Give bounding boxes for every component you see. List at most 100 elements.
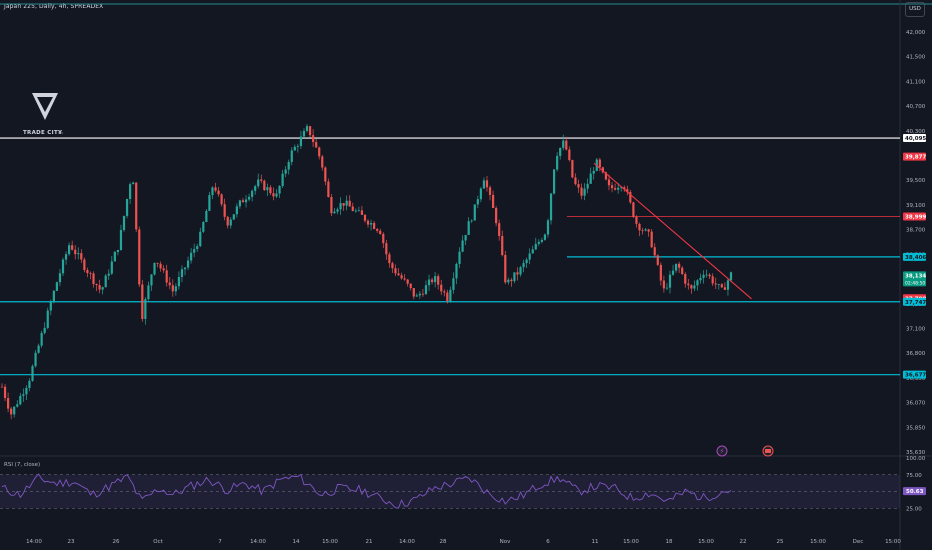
candle-body xyxy=(696,280,699,286)
candle-body xyxy=(562,140,565,148)
lightning-event-icon[interactable] xyxy=(716,445,728,457)
x-tick-label: 26 xyxy=(113,539,120,545)
candle-body xyxy=(546,220,550,235)
candle-body xyxy=(644,229,647,231)
candle-body xyxy=(336,209,339,212)
candle-body xyxy=(424,285,428,295)
candle-body xyxy=(723,287,726,290)
candle-body xyxy=(638,223,641,231)
candle-body xyxy=(226,216,229,226)
candle-body xyxy=(186,260,190,268)
candle-body xyxy=(275,193,278,197)
candle-body xyxy=(177,277,181,287)
candle-body xyxy=(299,136,303,147)
candle-body xyxy=(180,269,184,278)
x-tick-label: 7 xyxy=(218,539,222,545)
candle-body xyxy=(726,280,730,290)
candles-layer xyxy=(0,124,733,420)
candle-body xyxy=(421,293,425,295)
candle-body xyxy=(549,193,553,221)
currency-button[interactable]: USD xyxy=(905,2,925,17)
candle-body xyxy=(19,395,22,405)
price-tag-label: 40,095 xyxy=(905,136,926,142)
candle-body xyxy=(714,283,717,285)
candle-body xyxy=(339,203,342,210)
x-tick-label: 23 xyxy=(68,539,75,545)
candle-body xyxy=(205,210,208,223)
candle-body xyxy=(495,208,498,224)
candle-body xyxy=(455,263,458,279)
candle-body xyxy=(333,211,336,214)
downtrend-line xyxy=(593,162,752,300)
candle-body xyxy=(498,223,501,236)
x-tick-label: 21 xyxy=(366,539,373,545)
candle-body xyxy=(388,254,391,264)
candle-body xyxy=(287,162,290,170)
y-tick-label: 42,000 xyxy=(906,30,926,36)
candle-body xyxy=(135,182,138,230)
candle-body xyxy=(598,159,601,168)
candle-body xyxy=(403,278,406,280)
rsi-value-label: 50.63 xyxy=(906,489,924,495)
y-tick-label: 36,070 xyxy=(906,401,926,407)
candle-body xyxy=(86,270,89,274)
candle-body xyxy=(571,160,574,178)
price-tag-label: 38,999 xyxy=(905,214,926,220)
candle-body xyxy=(232,214,235,220)
y-tick-label: 39,500 xyxy=(906,178,926,184)
candle-body xyxy=(16,404,19,407)
candle-body xyxy=(257,179,260,187)
candle-body xyxy=(437,276,440,285)
x-tick-label: Nov xyxy=(500,539,511,545)
candle-body xyxy=(220,194,223,205)
candle-body xyxy=(55,282,59,291)
candle-body xyxy=(278,185,281,194)
candle-body xyxy=(641,230,644,232)
candle-body xyxy=(190,252,193,261)
candle-body xyxy=(488,187,492,195)
candle-body xyxy=(659,264,662,281)
candle-body xyxy=(476,199,479,205)
rsi-line xyxy=(1,473,732,509)
candle-body xyxy=(315,141,318,148)
trade-city-logo: TRADE CITY INC xyxy=(23,93,63,136)
price-tag-bg xyxy=(903,271,926,287)
x-tick-label: 25 xyxy=(777,539,784,545)
y-tick-label: 40,300 xyxy=(906,129,926,135)
candle-body xyxy=(443,291,446,293)
candle-body xyxy=(604,172,608,180)
trendline-layer xyxy=(593,162,752,300)
candle-body xyxy=(586,183,589,189)
candle-body xyxy=(162,268,165,271)
candle-body xyxy=(293,146,296,151)
candle-body xyxy=(556,155,559,170)
candle-body xyxy=(552,169,556,194)
candle-body xyxy=(531,249,534,254)
candle-body xyxy=(620,187,623,189)
candle-body xyxy=(653,247,656,256)
candle-body xyxy=(513,272,516,282)
candle-body xyxy=(43,327,46,333)
candle-body xyxy=(345,200,348,206)
candle-body xyxy=(458,251,461,264)
candle-body xyxy=(583,188,586,196)
candle-body xyxy=(266,187,269,191)
candle-body xyxy=(632,202,635,217)
candle-body xyxy=(290,150,293,163)
candle-body xyxy=(671,270,675,275)
candle-body xyxy=(281,173,284,186)
candle-body xyxy=(58,273,62,283)
candle-body xyxy=(357,210,360,212)
candle-body xyxy=(77,253,80,255)
x-tick-label: 6 xyxy=(546,539,550,545)
candle-body xyxy=(308,126,312,136)
y-tick-label: 36,800 xyxy=(906,351,926,357)
x-tick-label: 28 xyxy=(440,539,447,545)
candle-body xyxy=(705,274,708,276)
candle-body xyxy=(446,292,449,302)
candle-body xyxy=(406,279,409,284)
event-icons[interactable]: ⚡ xyxy=(716,445,774,457)
price-tag-bg xyxy=(903,252,926,261)
